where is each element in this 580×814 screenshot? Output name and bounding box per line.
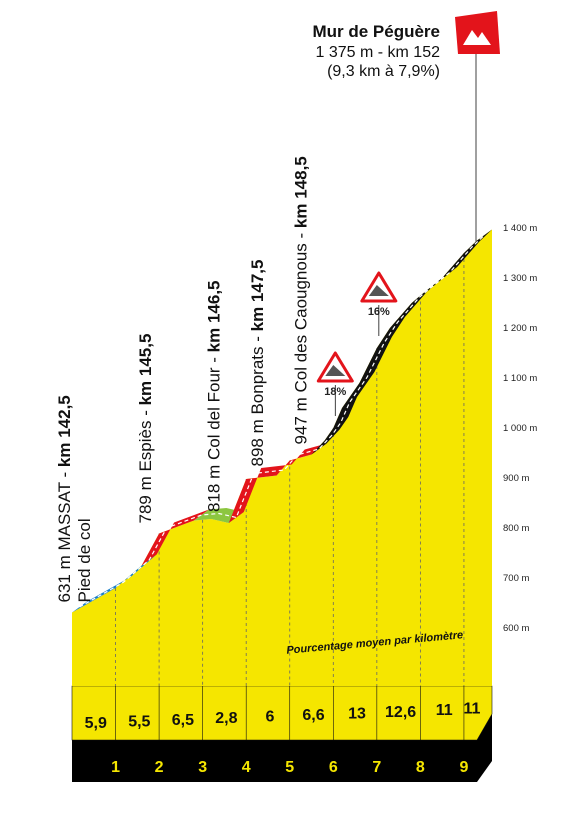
km-label-8: 8	[416, 759, 425, 776]
point-km-4: km 147,5	[248, 260, 267, 332]
grade-sign-label-2: 16%	[368, 306, 390, 318]
summit-marker: Mur de Péguère 1 375 m - km 152 (9,3 km …	[312, 11, 500, 248]
base-band	[72, 714, 492, 782]
point-name-3: 818 m Col del Four -	[204, 352, 223, 512]
km-dividers	[115, 253, 465, 740]
point-name-1: 631 m MASSAT -	[55, 467, 74, 602]
percent-label-4: 2,8	[215, 710, 237, 727]
profile-segment-4	[228, 443, 327, 523]
point-km-1: km 142,5	[55, 395, 74, 467]
point-label-3: 818 m Col del Four - km 146,5	[204, 280, 223, 512]
percent-label-3: 6,5	[172, 712, 194, 729]
y-tick-label-4: 900 m	[503, 473, 529, 484]
percent-label-5: 6	[266, 709, 275, 726]
percent-label-7: 13	[348, 705, 366, 722]
y-axis: 600 m 700 m 800 m 900 m 1 000 m 1 100 m 1 200 …	[503, 223, 537, 634]
km-label-3: 3	[198, 759, 207, 776]
km-label-4: 4	[242, 759, 251, 776]
y-tick-label-3: 800 m	[503, 523, 529, 534]
point-name-2: 789 m Espiès -	[136, 405, 155, 523]
point-name-4: 898 m Bonprats -	[248, 331, 267, 466]
percent-label-1: 5,9	[85, 715, 107, 732]
km-label-6: 6	[329, 759, 338, 776]
grade-sign-slope-2	[368, 285, 389, 296]
profile-area	[72, 229, 492, 686]
y-tick-label-5: 1 000 m	[503, 423, 537, 434]
km-labels: 1 2 3 4 5 6 7 8 9	[111, 759, 468, 776]
point-label-2: 789 m Espiès - km 145,5	[136, 334, 155, 524]
percent-label-9: 11	[436, 702, 453, 719]
point-label-1: 631 m MASSAT - km 142,5	[55, 395, 74, 602]
km-label-2: 2	[155, 759, 164, 776]
point-km-2: km 145,5	[136, 334, 155, 406]
percent-labels: 5,9 5,5 6,5 2,8 6 6,6 13 12,6 11 11	[85, 701, 481, 732]
percent-label-6: 6,6	[302, 707, 324, 724]
y-tick-label-6: 1 100 m	[503, 373, 537, 384]
profile-centerline	[79, 234, 485, 608]
point-label-5: 947 m Col des Caougnous - km 148,5	[292, 156, 311, 444]
summit-climb-stats: (9,3 km à 7,9%)	[327, 63, 440, 80]
summit-mountain-icon	[463, 30, 491, 45]
km-label-7: 7	[372, 759, 381, 776]
point-km-3: km 146,5	[204, 280, 223, 352]
grade-signs: 18% 16%	[316, 271, 398, 416]
percent-label-2: 5,5	[128, 713, 150, 730]
percent-label-8: 12,6	[385, 704, 416, 721]
profile-segment-2	[141, 509, 209, 566]
y-tick-label-9: 1 400 m	[503, 223, 537, 234]
y-tick-label-1: 600 m	[503, 623, 529, 634]
point-extra-1: Pied de col	[75, 518, 94, 602]
summit-elevation: 1 375 m - km 152	[316, 44, 441, 61]
km-label-5: 5	[285, 759, 294, 776]
y-tick-label-7: 1 200 m	[503, 323, 537, 334]
km-label-1: 1	[111, 759, 120, 776]
summit-name: Mur de Péguère	[312, 22, 440, 41]
summit-flag-icon	[455, 11, 500, 54]
point-label-4: 898 m Bonprats - km 147,5	[248, 260, 267, 467]
y-tick-label-2: 700 m	[503, 573, 529, 584]
grade-sign-label-1: 18%	[324, 386, 346, 398]
point-km-5: km 148,5	[292, 156, 311, 228]
km-label-9: 9	[459, 759, 468, 776]
percent-label-10: 11	[463, 701, 480, 718]
y-tick-label-8: 1 300 m	[503, 273, 537, 284]
point-name-5: 947 m Col des Caougnous -	[292, 228, 311, 444]
grade-sign-slope-1	[325, 365, 346, 376]
